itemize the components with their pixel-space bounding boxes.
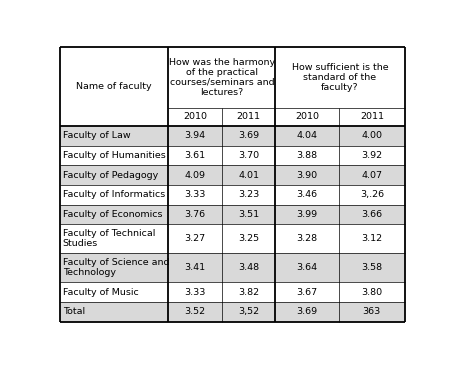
Text: 2011: 2011	[236, 112, 260, 121]
Text: Faculty of Pedagogy: Faculty of Pedagogy	[63, 170, 158, 180]
Bar	[60, 283, 405, 302]
Text: 3.64: 3.64	[297, 264, 318, 272]
Text: 3.33: 3.33	[184, 190, 206, 199]
Text: Total: Total	[63, 307, 85, 316]
Text: 3.58: 3.58	[361, 264, 382, 272]
Text: Faculty of Law: Faculty of Law	[63, 131, 130, 140]
Text: 3.12: 3.12	[361, 234, 382, 243]
Text: 4.04: 4.04	[297, 131, 318, 140]
Text: 3.94: 3.94	[184, 131, 206, 140]
Bar	[60, 146, 405, 165]
Text: 3.88: 3.88	[297, 151, 318, 160]
Text: 3,.26: 3,.26	[360, 190, 384, 199]
Text: Faculty of Informatics: Faculty of Informatics	[63, 190, 165, 199]
Text: 3.23: 3.23	[238, 190, 259, 199]
Bar	[60, 205, 405, 224]
Text: 3.69: 3.69	[238, 131, 259, 140]
Bar	[60, 165, 405, 185]
Text: 3.46: 3.46	[297, 190, 318, 199]
Text: Faculty of Science and
Technology: Faculty of Science and Technology	[63, 258, 169, 277]
Text: 4.01: 4.01	[238, 170, 259, 180]
Text: 3.70: 3.70	[238, 151, 259, 160]
Text: 3.99: 3.99	[297, 210, 318, 219]
Bar	[60, 126, 405, 146]
Text: How was the harmony
of the practical
courses/seminars and
lectures?: How was the harmony of the practical cou…	[169, 58, 275, 97]
Text: 2011: 2011	[360, 112, 384, 121]
Text: 3.61: 3.61	[184, 151, 206, 160]
Text: Faculty of Technical
Studies: Faculty of Technical Studies	[63, 229, 155, 248]
Bar	[60, 185, 405, 205]
Text: 3.25: 3.25	[238, 234, 259, 243]
Text: 363: 363	[363, 307, 381, 316]
Text: 3.92: 3.92	[361, 151, 382, 160]
Text: 3.27: 3.27	[184, 234, 206, 243]
Text: 3.90: 3.90	[297, 170, 318, 180]
Bar	[60, 302, 405, 322]
Text: 2010: 2010	[295, 112, 319, 121]
Text: 3.76: 3.76	[184, 210, 206, 219]
Bar	[60, 253, 405, 283]
Text: Faculty of Humanities: Faculty of Humanities	[63, 151, 166, 160]
Text: How sufficient is the
standard of the
faculty?: How sufficient is the standard of the fa…	[292, 63, 388, 92]
Text: 3,52: 3,52	[238, 307, 259, 316]
Text: 3.82: 3.82	[238, 288, 259, 297]
Bar	[60, 47, 405, 126]
Text: 3.69: 3.69	[297, 307, 318, 316]
Text: 3.80: 3.80	[361, 288, 382, 297]
Text: 3.33: 3.33	[184, 288, 206, 297]
Text: 2010: 2010	[183, 112, 207, 121]
Text: 3.48: 3.48	[238, 264, 259, 272]
Text: 4.09: 4.09	[184, 170, 206, 180]
Text: 3.28: 3.28	[297, 234, 318, 243]
Text: Faculty of Music: Faculty of Music	[63, 288, 139, 297]
Bar	[60, 224, 405, 253]
Text: 3.66: 3.66	[361, 210, 382, 219]
Text: 4.07: 4.07	[361, 170, 382, 180]
Text: 3.51: 3.51	[238, 210, 259, 219]
Text: 3.41: 3.41	[184, 264, 206, 272]
Text: 3.52: 3.52	[184, 307, 206, 316]
Text: Name of faculty: Name of faculty	[76, 82, 152, 91]
Text: 3.67: 3.67	[297, 288, 318, 297]
Text: 4.00: 4.00	[361, 131, 382, 140]
Text: Faculty of Economics: Faculty of Economics	[63, 210, 162, 219]
